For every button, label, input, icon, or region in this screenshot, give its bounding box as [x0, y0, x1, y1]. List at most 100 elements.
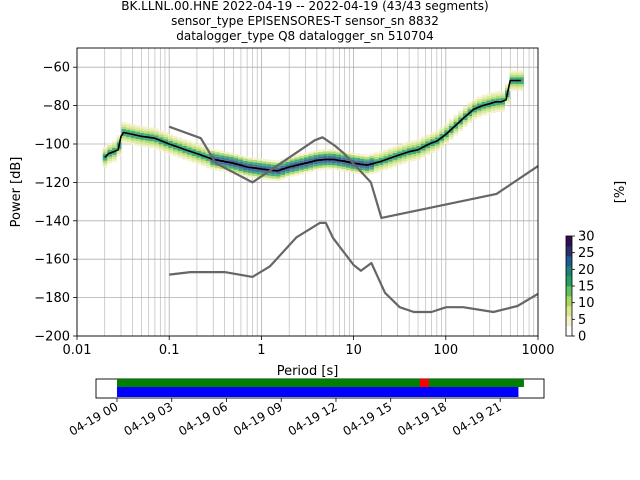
density-cell: [303, 171, 309, 174]
density-cell: [285, 161, 290, 165]
density-cell: [266, 175, 272, 178]
series-lines: [104, 79, 539, 314]
density-cell: [476, 108, 482, 111]
density-cell: [341, 164, 346, 167]
density-cell: [177, 142, 183, 145]
density-cell: [317, 163, 323, 166]
density-cell: [364, 168, 370, 171]
density-cell: [130, 131, 136, 134]
mode-line: [104, 79, 521, 172]
density-cell: [439, 143, 445, 146]
density-cell: [490, 99, 496, 102]
density-cell: [490, 92, 496, 95]
density-cell: [505, 101, 510, 105]
density-cell: [313, 166, 318, 169]
density-cell: [425, 139, 431, 142]
density-cell: [121, 129, 127, 132]
density-cell: [336, 161, 342, 164]
density-cell: [163, 143, 169, 147]
density-cell: [462, 110, 468, 114]
density-cell: [458, 126, 463, 129]
density-cell: [359, 170, 365, 173]
density-cell: [378, 167, 384, 170]
density-cell: [322, 151, 328, 154]
density-cell: [196, 150, 201, 154]
density-cell: [144, 142, 150, 146]
density-cell: [388, 163, 393, 167]
density-cell: [177, 148, 183, 152]
density-cell: [472, 110, 477, 113]
density-cell: [116, 139, 122, 143]
density-cell: [402, 149, 407, 153]
density-cell: [182, 150, 187, 153]
density-cell: [149, 132, 155, 135]
density-cell: [172, 151, 178, 155]
density-cell: [476, 101, 482, 104]
density-cell: [317, 165, 323, 169]
density-cell: [172, 140, 178, 143]
density-cell: [219, 157, 225, 160]
density-cell: [303, 154, 309, 158]
density-cell: [149, 129, 155, 133]
density-cell: [140, 128, 145, 131]
density-cell: [476, 112, 482, 116]
density-cell: [327, 153, 332, 156]
density-cell: [158, 141, 164, 145]
density-cell: [247, 170, 253, 174]
density-cell: [402, 156, 407, 160]
density-cell: [285, 168, 290, 172]
density-cell: [350, 155, 356, 158]
density-cell: [247, 175, 253, 178]
density-cell: [505, 85, 510, 89]
colorbar-swatch: [566, 306, 572, 317]
density-cell: [238, 173, 244, 176]
density-cell: [289, 160, 295, 163]
density-cell: [243, 167, 248, 171]
density-cell: [434, 135, 440, 138]
density-cell: [444, 141, 449, 145]
density-cell: [200, 150, 206, 153]
density-cell: [238, 159, 244, 162]
density-cell: [486, 95, 491, 99]
density-cell: [509, 70, 515, 73]
density-cell: [144, 145, 150, 148]
density-cell: [257, 174, 262, 177]
density-cell: [453, 114, 459, 118]
density-cell: [322, 153, 328, 157]
density-cell: [191, 149, 197, 152]
density-cell: [495, 102, 501, 106]
x-axis-label: Period [s]: [277, 364, 339, 379]
density-cell: [500, 104, 506, 107]
density-cell: [214, 168, 220, 171]
density-cell: [299, 160, 304, 163]
density-cell: [430, 139, 435, 142]
density-cell: [299, 158, 304, 161]
density-cell: [327, 151, 332, 154]
density-cell: [257, 162, 262, 166]
density-cell: [406, 141, 412, 144]
density-cell: [102, 146, 108, 150]
density-cell: [490, 106, 496, 109]
density-cell: [416, 155, 421, 158]
density-cell: [448, 123, 454, 127]
density-cell: [505, 99, 510, 102]
density-cell: [252, 159, 258, 163]
density-cell: [514, 88, 520, 92]
density-cell: [219, 166, 225, 170]
density-cell: [350, 157, 356, 160]
density-cell: [509, 86, 515, 89]
density-cell: [331, 153, 337, 157]
density-cell: [462, 106, 468, 109]
density-cell: [149, 127, 155, 130]
density-cell: [102, 165, 108, 168]
density-cell: [266, 161, 272, 165]
x-tick-label: 1000: [521, 343, 554, 358]
y-tick-label: −60: [43, 61, 70, 76]
density-cell: [130, 126, 136, 129]
density-cell: [462, 124, 468, 127]
density-cell: [374, 152, 379, 155]
density-cell: [369, 155, 375, 159]
density-cell: [200, 145, 206, 148]
density-cell: [322, 156, 328, 159]
density-cell: [112, 152, 117, 155]
